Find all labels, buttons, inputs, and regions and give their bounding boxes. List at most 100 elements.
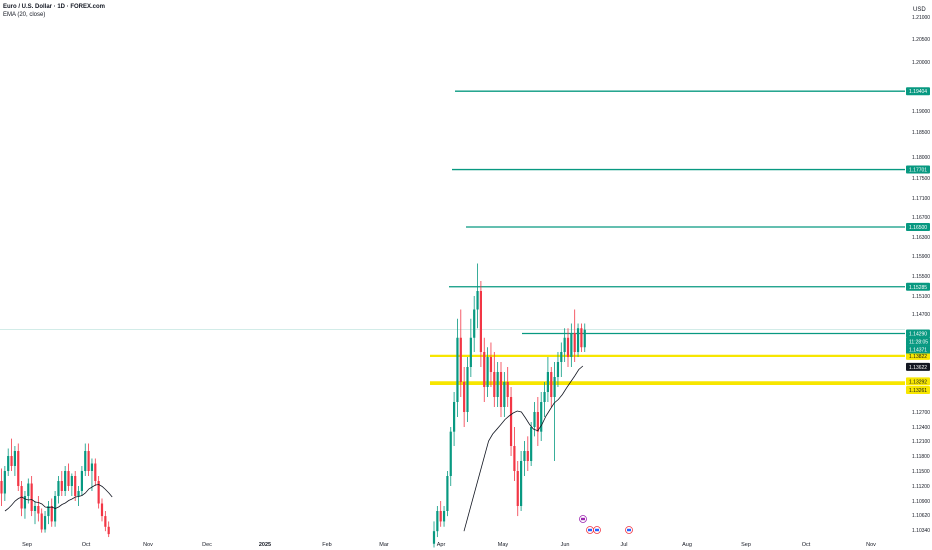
candle[interactable] [446, 471, 449, 517]
candle[interactable] [489, 342, 493, 388]
candle[interactable] [47, 501, 50, 525]
svg-text:1.13292: 1.13292 [909, 379, 927, 385]
candle[interactable] [17, 443, 20, 492]
candle[interactable] [439, 501, 442, 527]
candle[interactable] [43, 511, 47, 533]
candle[interactable] [442, 506, 446, 527]
candle[interactable] [70, 473, 73, 497]
candle[interactable] [453, 392, 456, 446]
candle[interactable] [459, 309, 462, 398]
candle[interactable] [469, 318, 472, 377]
candle[interactable] [560, 342, 563, 378]
candle[interactable] [540, 392, 543, 441]
candle[interactable] [550, 367, 553, 407]
candle[interactable] [7, 448, 10, 477]
candle[interactable] [77, 486, 80, 506]
candle[interactable] [432, 521, 436, 548]
candle[interactable] [107, 521, 110, 538]
candle[interactable] [40, 508, 43, 533]
candle[interactable] [503, 372, 506, 417]
candle[interactable] [23, 491, 27, 519]
candle-body [530, 427, 533, 461]
candle[interactable] [60, 471, 63, 496]
candle[interactable] [493, 352, 496, 407]
candle[interactable] [496, 362, 499, 407]
candle[interactable] [33, 501, 37, 525]
price-tick-label: 1.15900 [912, 254, 930, 260]
candle[interactable] [80, 466, 83, 496]
candle[interactable] [456, 318, 459, 417]
flag-icon[interactable] [586, 526, 594, 534]
candle[interactable] [74, 471, 77, 501]
candle[interactable] [436, 506, 439, 538]
candle[interactable] [553, 362, 556, 461]
candle[interactable] [13, 446, 16, 476]
candle[interactable] [530, 422, 533, 466]
candle[interactable] [556, 352, 560, 387]
candle[interactable] [10, 438, 13, 471]
candle[interactable] [473, 296, 476, 352]
candle[interactable] [563, 328, 566, 362]
candle[interactable] [104, 511, 107, 532]
candle[interactable] [90, 458, 94, 492]
flag-icon[interactable] [625, 526, 633, 534]
candle[interactable] [466, 357, 469, 422]
candle[interactable] [476, 263, 479, 329]
flag-icon[interactable] [579, 515, 587, 523]
candle[interactable] [20, 481, 23, 517]
candle[interactable] [87, 443, 90, 477]
candle[interactable] [566, 328, 570, 367]
candle[interactable] [97, 476, 100, 509]
candle[interactable] [576, 323, 580, 358]
candle[interactable] [486, 347, 489, 397]
candle[interactable] [520, 451, 523, 511]
candle[interactable] [506, 367, 509, 407]
candle[interactable] [526, 436, 529, 471]
candle[interactable] [570, 323, 573, 368]
candle[interactable] [499, 362, 503, 417]
candle[interactable] [67, 463, 70, 492]
candle[interactable] [513, 427, 516, 481]
candle[interactable] [546, 357, 549, 402]
candle[interactable] [536, 397, 539, 446]
candle-body [499, 372, 503, 407]
candle[interactable] [84, 443, 87, 477]
candle-body [526, 451, 529, 461]
candle[interactable] [57, 476, 60, 504]
candle[interactable] [54, 491, 57, 527]
flag-icon[interactable] [593, 526, 601, 534]
candle[interactable] [100, 498, 104, 522]
candle[interactable] [37, 496, 40, 522]
time-tick-label: Oct [82, 542, 91, 548]
candle[interactable] [533, 402, 536, 437]
candle[interactable] [0, 468, 3, 507]
candle-body [100, 503, 104, 517]
candle[interactable] [50, 498, 53, 527]
candle-body [74, 476, 77, 496]
candle[interactable] [583, 323, 586, 353]
candle[interactable] [3, 466, 6, 501]
candle[interactable] [573, 309, 576, 363]
candle[interactable] [509, 387, 513, 456]
indicator-legend[interactable]: EMA (20, close) [3, 12, 46, 18]
candle[interactable] [463, 367, 466, 427]
price-badge: 1.13622 [906, 362, 930, 371]
candle[interactable] [479, 281, 482, 367]
candle[interactable] [449, 427, 452, 486]
candle[interactable] [523, 441, 526, 476]
candle[interactable] [543, 382, 546, 417]
candle-body [80, 471, 83, 491]
currency-label: USD [913, 7, 926, 13]
ema-line [4, 484, 113, 512]
candle[interactable] [94, 458, 97, 487]
candle[interactable] [580, 323, 583, 353]
candle[interactable] [516, 461, 519, 517]
price-tick-label: 1.20500 [912, 37, 930, 43]
candle[interactable] [483, 337, 486, 402]
candle[interactable] [30, 476, 33, 517]
candle[interactable] [27, 478, 30, 504]
symbol-title[interactable]: Euro / U.S. Dollar · 1D · FOREX.com [3, 4, 106, 10]
candle[interactable] [64, 466, 67, 496]
